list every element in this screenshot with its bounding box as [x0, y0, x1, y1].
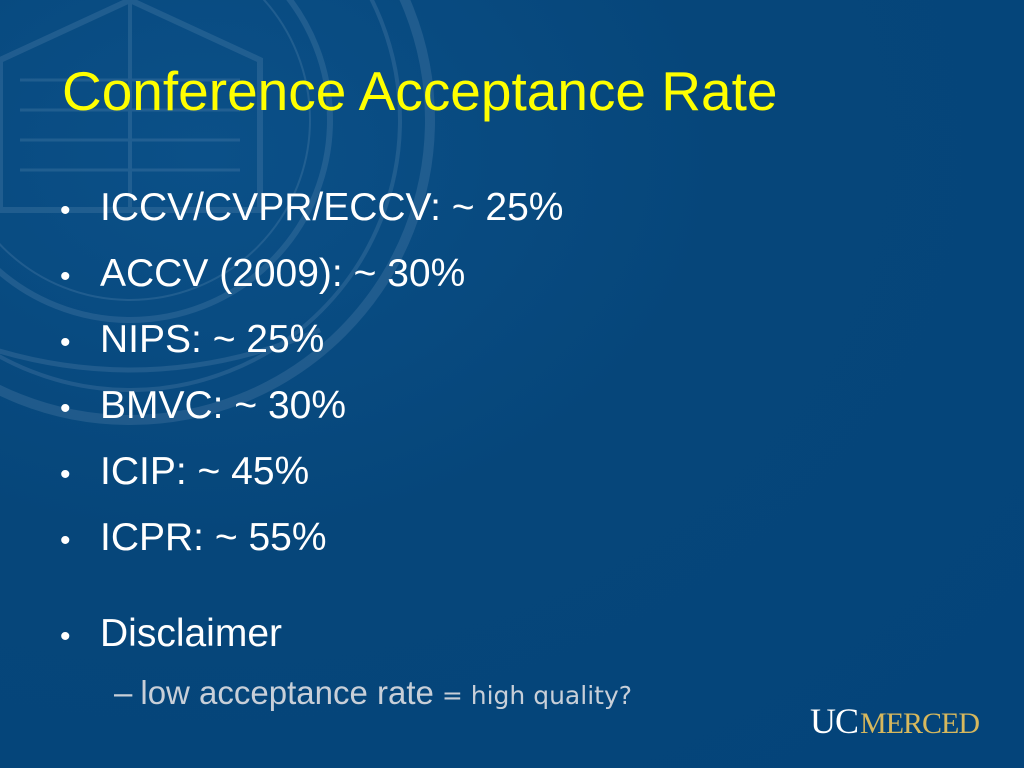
bullet-icon: • [60, 458, 71, 491]
logo-merced-text: MERCED [860, 707, 980, 740]
bullet-icon: • [60, 326, 71, 359]
bullet-text: BMVC: ~ 30% [100, 384, 347, 427]
uc-merced-logo: UCMERCED [810, 700, 980, 742]
sub-main-text: low acceptance rate [140, 674, 434, 711]
bullet-list: • ICCV/CVPR/ECCV: ~ 25% • ACCV (2009): ~… [60, 186, 960, 582]
disclaimer-item: • Disclaimer [60, 612, 282, 656]
seal-watermark-icon [0, 0, 435, 425]
list-item: • NIPS: ~ 25% [60, 318, 960, 384]
bullet-icon: • [60, 260, 71, 293]
slide-title: Conference Acceptance Rate [62, 60, 778, 122]
list-item: • BMVC: ~ 30% [60, 384, 960, 450]
bullet-text: ACCV (2009): ~ 30% [100, 252, 466, 295]
disclaimer-sub-item: – low acceptance rate = high quality? [114, 674, 632, 712]
bullet-icon: • [60, 524, 71, 557]
dash-icon: – [114, 674, 133, 711]
bullet-text: NIPS: ~ 25% [100, 318, 325, 361]
bullet-icon: • [60, 620, 71, 653]
bullet-text: ICCV/CVPR/ECCV: ~ 25% [100, 186, 564, 229]
bullet-icon: • [60, 392, 71, 425]
sub-rest-text: = high quality? [441, 681, 633, 710]
bullet-text: ICIP: ~ 45% [100, 450, 310, 493]
list-item: • ICCV/CVPR/ECCV: ~ 25% [60, 186, 960, 252]
logo-uc-text: UC [810, 701, 859, 741]
list-item: • ICPR: ~ 55% [60, 516, 960, 582]
disclaimer-label: Disclaimer [100, 612, 283, 655]
list-item: • ICIP: ~ 45% [60, 450, 960, 516]
bullet-icon: • [60, 194, 71, 227]
bullet-text: ICPR: ~ 55% [100, 516, 327, 559]
list-item: • ACCV (2009): ~ 30% [60, 252, 960, 318]
